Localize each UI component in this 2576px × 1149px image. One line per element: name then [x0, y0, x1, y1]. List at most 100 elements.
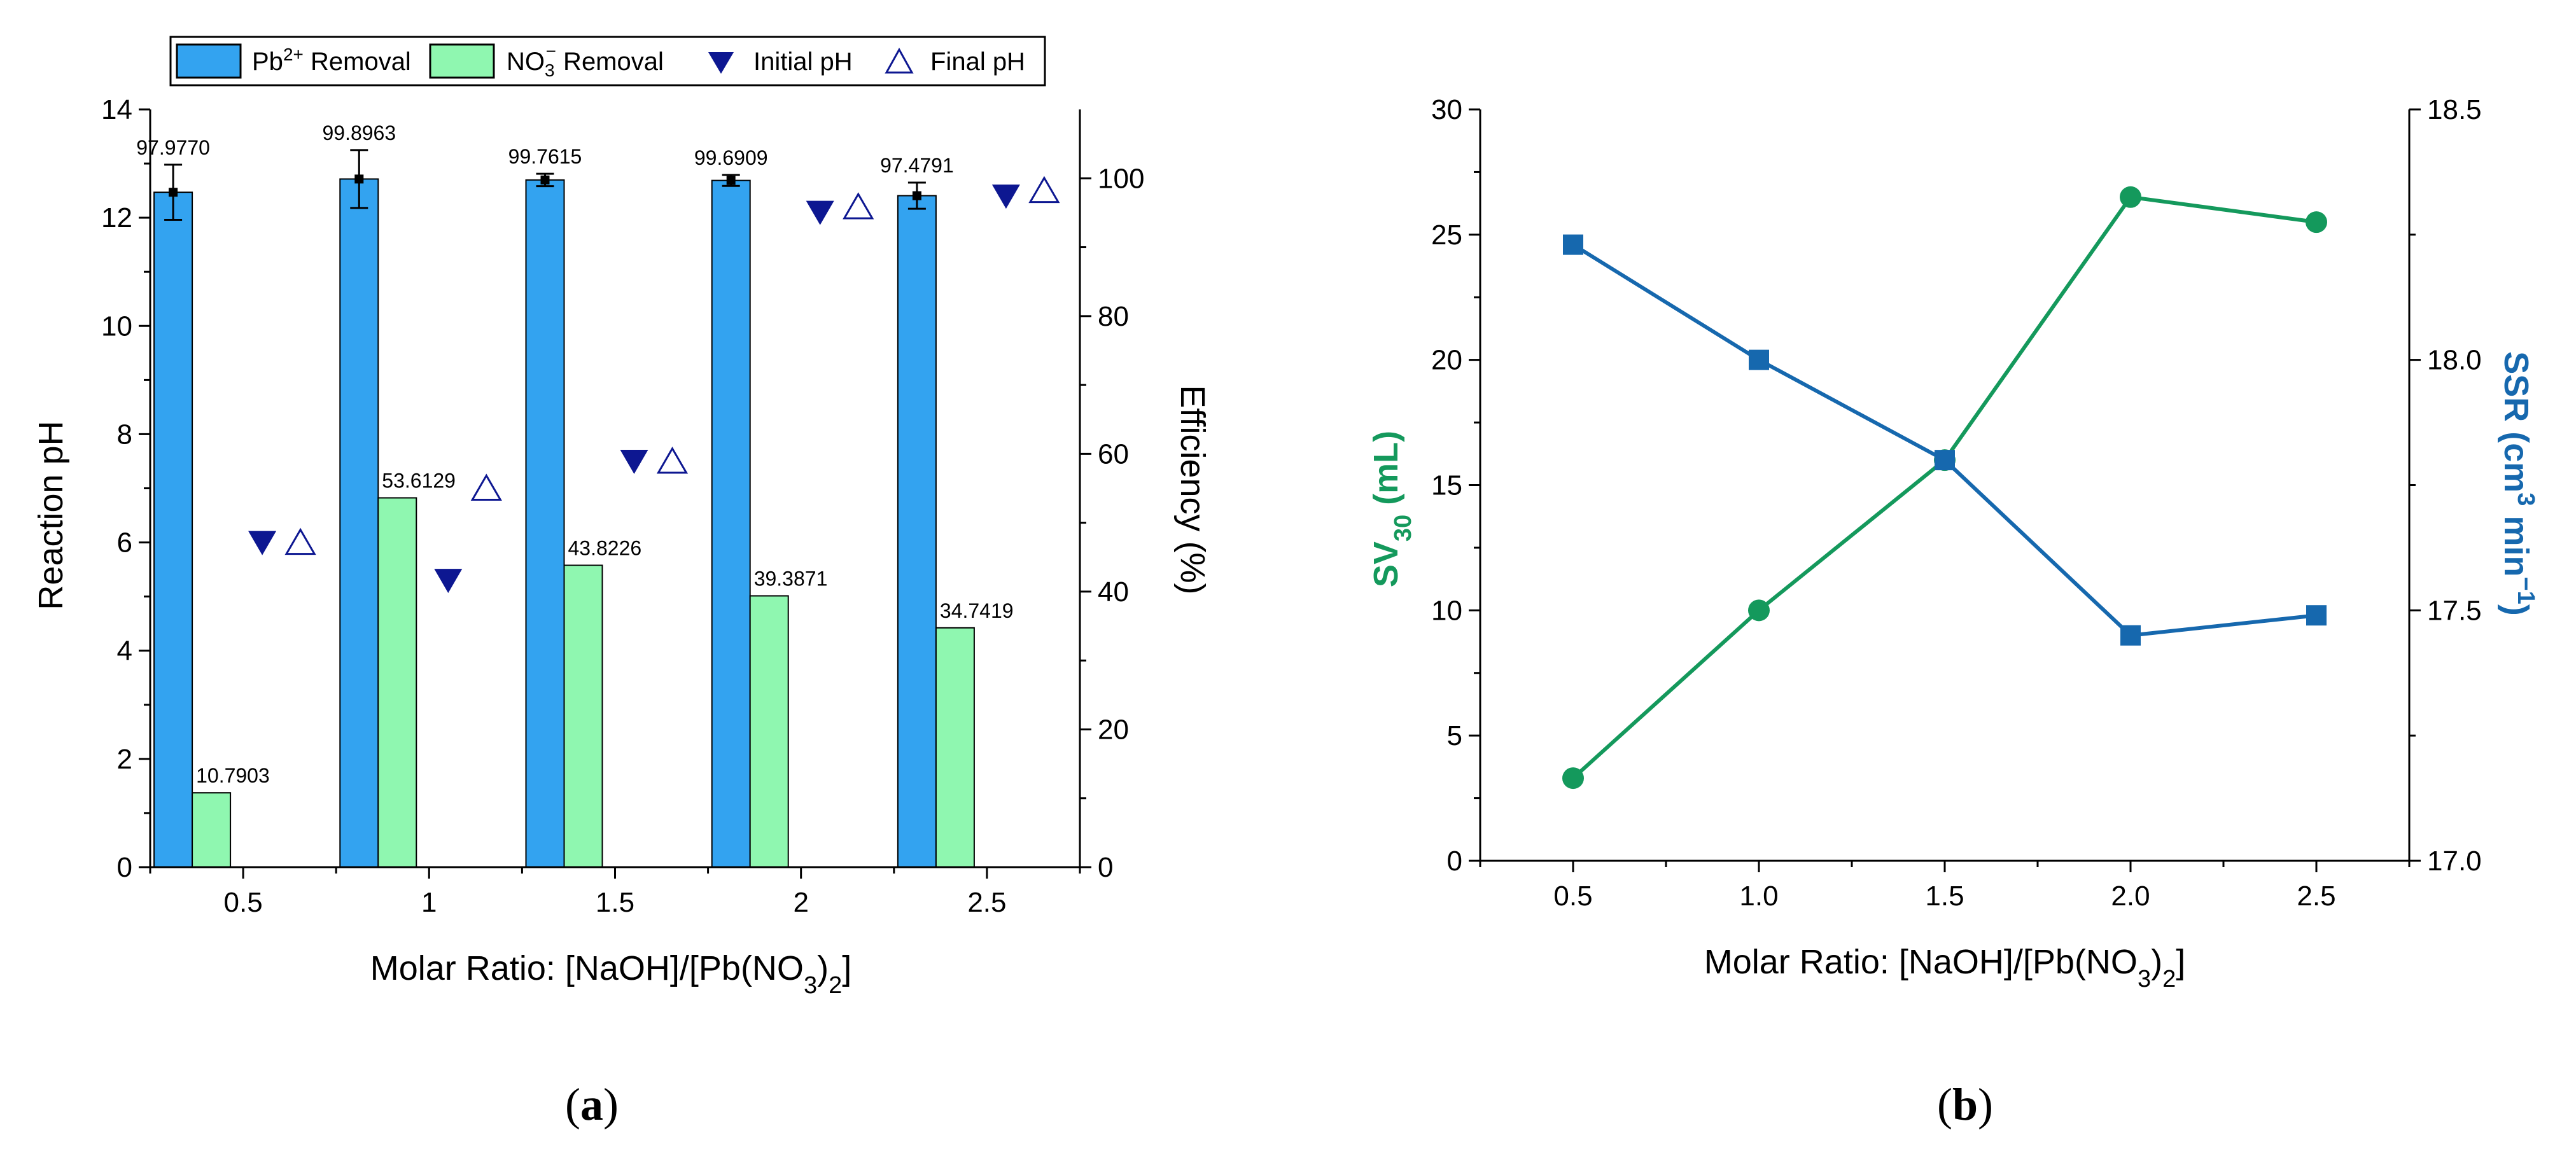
panel-a-bars [153, 178, 975, 868]
panel-b-xtick-label: 1.5 [1925, 881, 1964, 912]
panel-a-label: (a) [565, 1079, 619, 1130]
marker-final-ph [470, 473, 502, 501]
point-ssr [1749, 349, 1769, 370]
marker-final-ph [1028, 176, 1060, 204]
legend-label-pb-removal: Pb2+ Removal [252, 45, 411, 76]
point-sv30 [2120, 186, 2141, 208]
panel-b-xlabel: Molar Ratio: [NaOH]/[Pb(NO3)2] [1704, 943, 2185, 992]
panel-a-ytick-left-label: 14 [101, 94, 132, 125]
point-sv30 [1562, 767, 1584, 790]
bar-no3-removal [377, 497, 417, 868]
panel-b-xtick-label: 2.0 [2111, 881, 2150, 912]
panel-a-ytick-left-label: 4 [117, 636, 132, 667]
marker-initial-ph [620, 449, 648, 474]
bar-label-no3-removal: 39.3871 [754, 568, 828, 590]
legend-label-initial-ph: Initial pH [753, 48, 853, 76]
bar-label-pb-removal: 97.9770 [136, 136, 210, 159]
bar-no3-removal [749, 595, 789, 868]
panel-b-ytick-left-label: 20 [1431, 345, 1462, 376]
point-sv30 [1748, 599, 1770, 622]
panel-b-ytick-right-label: 18.5 [2427, 94, 2482, 125]
bar-label-no3-removal: 43.8226 [568, 537, 642, 560]
panel-a-xlabel: Molar Ratio: [NaOH]/[Pb(NO3)2] [370, 949, 851, 999]
error-bar-mean [354, 174, 364, 184]
panel-b-ytick-left-label: 0 [1447, 846, 1462, 877]
bar-label-no3-removal: 10.7903 [196, 764, 270, 787]
panel-a-ytick-left-label: 6 [117, 527, 132, 559]
bar-label-pb-removal: 99.8963 [322, 122, 396, 144]
panel-b-ytick-right-label: 18.0 [2427, 345, 2482, 376]
panel-b-ytick-left-label: 30 [1431, 94, 1462, 125]
panel-a-ytick-right-label: 40 [1098, 576, 1129, 608]
point-sv30 [2306, 211, 2327, 233]
legend-marker-final-ph [885, 47, 914, 74]
panel-a-chart: 97.9770 10.7903 99.8963 53.6129 99.7615 43.82… [32, 36, 1212, 1130]
bar-pb-removal [339, 178, 379, 868]
panel-b-ylabel-right: SSR (cm3 min−1) [2497, 351, 2539, 616]
panel-a-xtick-label: 1 [421, 887, 437, 918]
point-ssr [1563, 234, 1583, 255]
marker-final-ph [284, 527, 316, 555]
marker-initial-ph [991, 185, 1020, 209]
legend-label-final-ph: Final pH [930, 48, 1025, 76]
bar-pb-removal [153, 192, 193, 868]
error-bar-mean [912, 191, 921, 200]
bar-label-pb-removal: 99.7615 [508, 145, 582, 168]
panel-a-ytick-left-label: 12 [101, 202, 132, 233]
legend-swatch-no3-removal [429, 43, 495, 79]
marker-final-ph [656, 446, 689, 474]
panel-b-xtick-label: 0.5 [1553, 881, 1592, 912]
panel-a-ylabel-left: Reaction pH [32, 421, 70, 609]
panel-a-ytick-left-label: 0 [117, 852, 132, 883]
error-bar-mean [169, 188, 178, 197]
line-sv30 [1571, 195, 2317, 780]
panel-a-xtick-label: 2.5 [967, 887, 1006, 918]
bar-label-pb-removal: 97.4791 [880, 154, 954, 177]
point-ssr [2120, 625, 2141, 646]
line-ssr [1572, 243, 2317, 637]
marker-initial-ph [806, 200, 834, 225]
point-ssr [2306, 605, 2327, 626]
panel-a-ph-markers [248, 176, 1060, 594]
legend-label-no3-removal: NO3− Removal [507, 41, 664, 80]
point-ssr [1935, 450, 1955, 471]
panel-b-ytick-right-label: 17.5 [2427, 595, 2482, 626]
panel-a-ytick-right-label: 0 [1098, 852, 1113, 883]
panel-b-ytick-left-label: 10 [1431, 595, 1462, 626]
panel-b-series [1562, 186, 2327, 790]
legend-marker-initial-ph [708, 52, 734, 74]
panel-a-xtick-label: 0.5 [224, 887, 263, 918]
legend-frame [169, 36, 1046, 87]
bar-pb-removal [897, 195, 937, 868]
panel-b-label: (b) [1937, 1079, 1993, 1130]
bar-label-no3-removal: 53.6129 [382, 470, 456, 492]
panel-a-axes: 0 2 4 6 8 10 12 14 0 20 40 60 80 100 0.5 1 1.5 2 2.5 [101, 94, 1144, 918]
panel-b-ylabel-left: SV30 (mL) [1367, 431, 1417, 587]
panel-b-axes: 0 5 10 15 20 25 30 17.0 17.5 18.0 18.5 0.5 1.0 1.5 2.0… [1431, 94, 2482, 912]
bar-label-no3-removal: 34.7419 [940, 599, 1014, 622]
panel-a-legend: Pb2+ Removal NO3− Removal Initial pH Fin… [169, 36, 1046, 87]
panel-a-ytick-right-label: 60 [1098, 438, 1129, 470]
marker-initial-ph [248, 531, 277, 555]
panel-a-bar-labels: 97.9770 10.7903 99.8963 53.6129 99.7615 43.82… [136, 122, 1013, 787]
panel-b-chart: 0 5 10 15 20 25 30 17.0 17.5 18.0 18.5 0.5 1.0 1.5 2.0… [1367, 94, 2539, 1130]
bar-no3-removal [935, 627, 975, 868]
panel-a-ytick-left-label: 10 [101, 310, 132, 342]
error-bar-mean [540, 175, 550, 185]
marker-final-ph [843, 192, 874, 219]
panel-b-ytick-right-label: 17.0 [2427, 846, 2482, 877]
panel-a-error-bars [164, 149, 926, 221]
marker-initial-ph [434, 569, 463, 594]
panel-a-ytick-left-label: 2 [117, 744, 132, 775]
legend-swatch-pb-removal [176, 43, 242, 79]
panel-a-ylabel-right: Efficiency (%) [1173, 385, 1212, 594]
error-bar-mean [726, 176, 736, 185]
panel-a-xtick-label: 1.5 [596, 887, 634, 918]
panel-a-ytick-left-label: 8 [117, 419, 132, 450]
panel-b-ytick-left-label: 25 [1431, 219, 1462, 251]
panel-a-xtick-label: 2 [793, 887, 808, 918]
bar-no3-removal [192, 792, 232, 868]
panel-b-ytick-left-label: 15 [1431, 470, 1462, 501]
panel-a-ytick-right-label: 80 [1098, 301, 1129, 332]
